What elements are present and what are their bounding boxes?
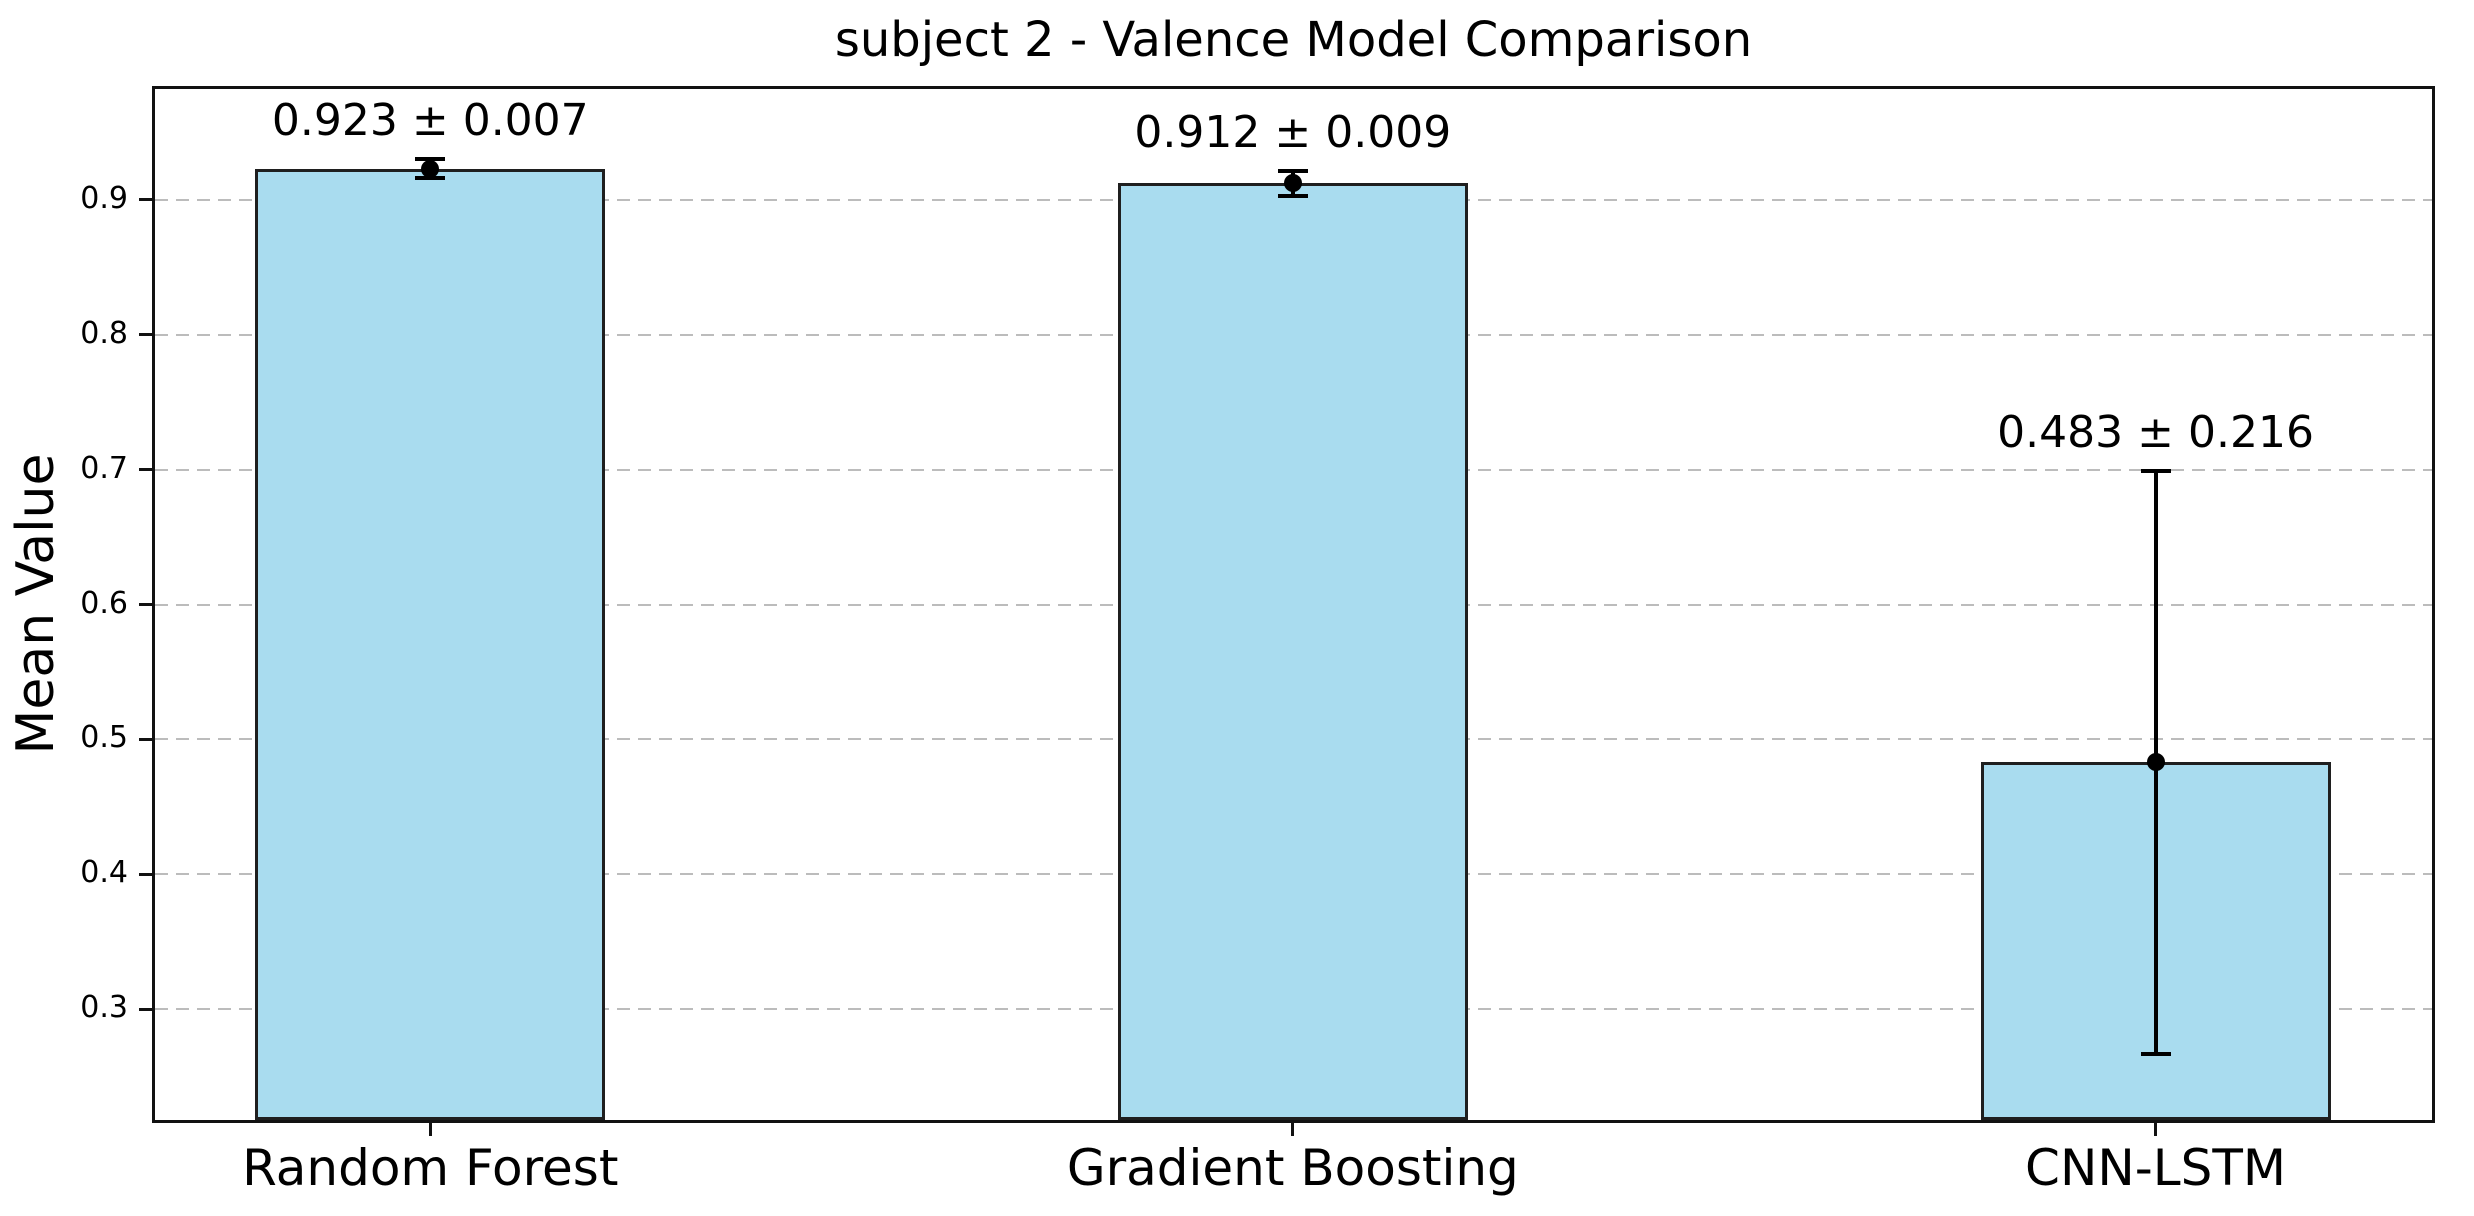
error-bar-mean-dot xyxy=(2146,753,2165,772)
y-tick-mark xyxy=(139,603,153,606)
y-tick-label: 0.8 xyxy=(80,315,128,351)
bar-value-annotation: 0.912 ± 0.009 xyxy=(1134,107,1452,159)
error-bar-cap xyxy=(2140,1051,2171,1056)
y-tick-label: 0.4 xyxy=(80,855,128,891)
bar xyxy=(255,168,606,1120)
x-tick-mark xyxy=(428,1123,432,1136)
x-tick-label: Random Forest xyxy=(242,1139,619,1197)
y-tick-mark xyxy=(139,872,153,876)
error-bar-cap xyxy=(1277,169,1308,174)
bar-value-annotation: 0.923 ± 0.007 xyxy=(271,95,589,147)
x-tick-mark xyxy=(2154,1123,2158,1136)
y-tick-label: 0.7 xyxy=(80,450,128,486)
bar xyxy=(1117,183,1468,1120)
y-tick-mark xyxy=(139,333,153,337)
y-tick-mark xyxy=(139,198,153,202)
error-bar-cap xyxy=(415,157,446,162)
bar-value-annotation: 0.483 ± 0.216 xyxy=(1997,406,2314,458)
y-tick-label: 0.3 xyxy=(80,990,128,1026)
y-tick-mark xyxy=(139,737,153,741)
x-tick-label: CNN-LSTM xyxy=(2025,1139,2287,1197)
chart-title: subject 2 - Valence Model Comparison xyxy=(834,12,1753,68)
error-bar-mean-dot xyxy=(421,159,440,178)
y-tick-label: 0.6 xyxy=(80,585,128,621)
y-tick-mark xyxy=(139,468,153,472)
error-bar-mean-dot xyxy=(1283,174,1302,193)
y-tick-label: 0.9 xyxy=(80,180,128,216)
error-bar-cap xyxy=(415,176,446,181)
y-tick-mark xyxy=(139,1007,153,1011)
x-tick-label: Gradient Boosting xyxy=(1066,1139,1519,1197)
y-tick-label: 0.5 xyxy=(80,720,128,756)
error-bar-cap xyxy=(2140,468,2171,473)
error-bar-cap xyxy=(1277,193,1308,198)
plot-area xyxy=(152,86,2435,1123)
x-tick-mark xyxy=(1291,1123,1295,1136)
